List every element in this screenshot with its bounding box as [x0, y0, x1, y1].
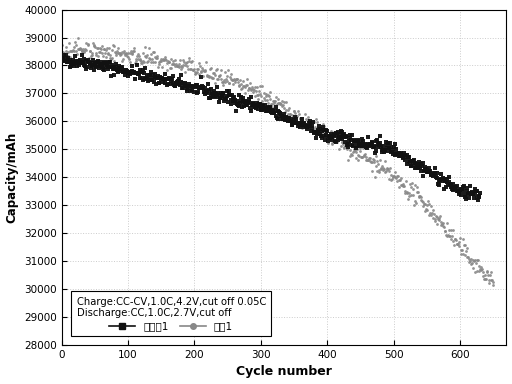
Y-axis label: Capacity/mAh: Capacity/mAh [6, 132, 18, 223]
X-axis label: Cycle number: Cycle number [236, 366, 332, 379]
Legend: 实施例1, 对比1: 实施例1, 对比1 [71, 291, 271, 336]
